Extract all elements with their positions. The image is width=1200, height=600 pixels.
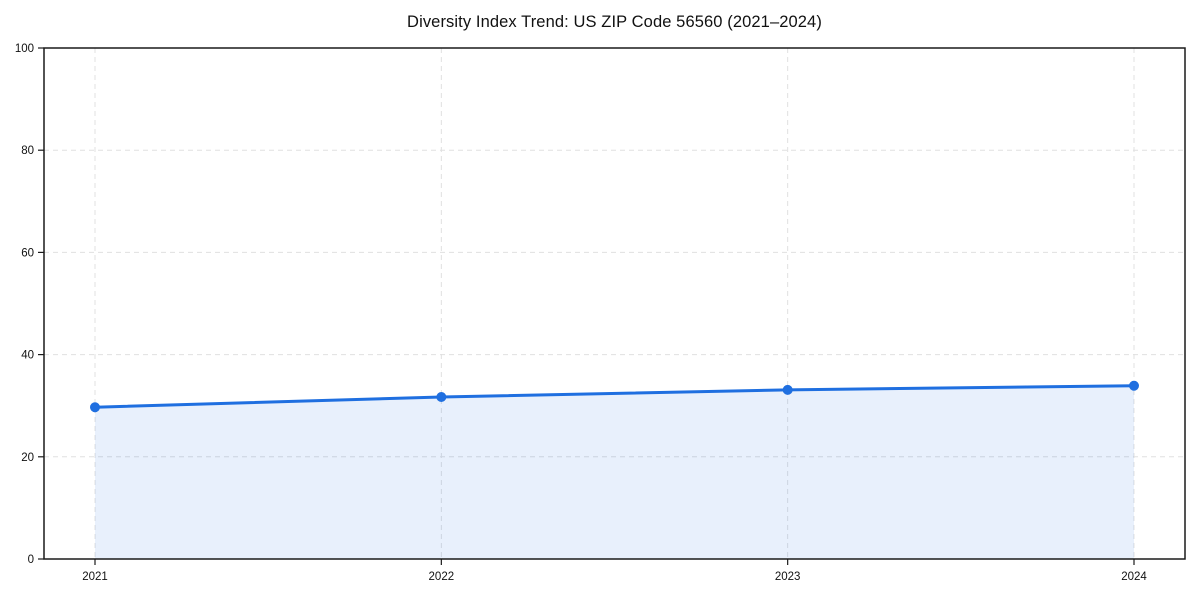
x-tick-label: 2022 bbox=[429, 571, 455, 583]
x-tick-label: 2023 bbox=[775, 571, 801, 583]
data-point-2023 bbox=[782, 384, 793, 395]
data-point-2022 bbox=[436, 392, 447, 403]
y-tick-label: 100 bbox=[15, 43, 34, 55]
x-tick-label: 2021 bbox=[82, 571, 108, 583]
y-tick-label: 40 bbox=[21, 350, 34, 362]
chart-title: Diversity Index Trend: US ZIP Code 56560… bbox=[407, 13, 822, 31]
data-point-2024 bbox=[1129, 380, 1139, 391]
x-tick-label: 2024 bbox=[1121, 571, 1147, 583]
plot-border bbox=[43, 47, 1186, 560]
y-tick-label: 0 bbox=[28, 554, 34, 566]
trend-line bbox=[93, 384, 1136, 409]
y-tick-label: 60 bbox=[21, 247, 34, 259]
y-tick-label: 80 bbox=[21, 145, 34, 157]
data-point-2021 bbox=[90, 402, 100, 413]
area-fill bbox=[95, 385, 1134, 559]
y-tick-label: 20 bbox=[21, 452, 34, 464]
